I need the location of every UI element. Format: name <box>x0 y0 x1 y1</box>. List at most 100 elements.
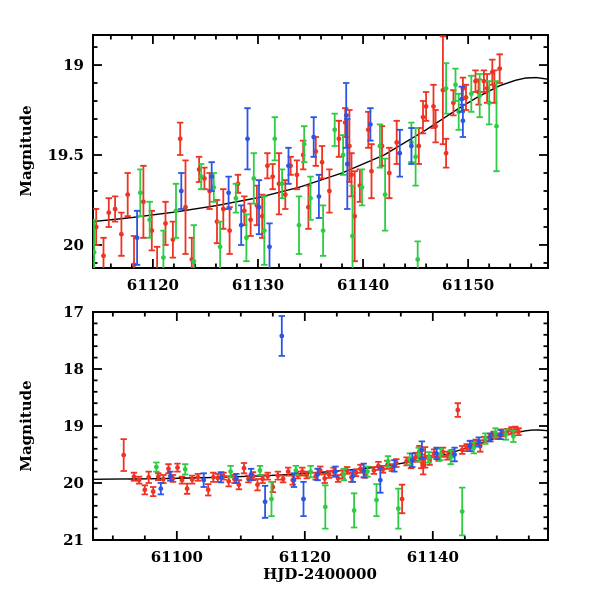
data-point <box>386 170 392 176</box>
data-point <box>182 466 188 472</box>
data-point <box>394 140 400 145</box>
data-point <box>468 91 474 97</box>
data-point <box>279 333 285 339</box>
data-point <box>413 154 418 160</box>
data-point <box>256 204 262 210</box>
data-area <box>93 315 548 537</box>
data-point <box>131 474 137 480</box>
data-point <box>301 496 306 502</box>
data-point <box>397 150 403 156</box>
data-point <box>416 452 422 457</box>
data-point <box>459 96 465 102</box>
data-point <box>369 168 374 174</box>
data-point <box>341 472 347 477</box>
data-point <box>416 143 422 149</box>
data-point <box>220 206 226 212</box>
data-point <box>371 468 377 473</box>
data-point <box>178 188 184 194</box>
data-point <box>409 143 414 149</box>
data-point <box>459 447 465 453</box>
x-tick-label: 61150 <box>442 276 494 294</box>
data-point <box>260 476 265 482</box>
data-point <box>189 477 195 482</box>
y-tick-label: 19.5 <box>47 146 84 164</box>
data-point <box>503 432 509 437</box>
data-point <box>306 204 311 210</box>
x-tick-label: 61120 <box>279 548 331 566</box>
axis-ticks <box>93 311 548 541</box>
data-point <box>374 497 379 503</box>
data-point <box>261 228 267 234</box>
data-point <box>484 86 490 91</box>
data-point <box>241 208 247 214</box>
data-point <box>350 473 356 479</box>
series-green <box>93 62 500 268</box>
data-point <box>161 476 166 482</box>
data-point <box>291 477 297 483</box>
data-point <box>217 244 223 250</box>
data-point <box>112 206 118 212</box>
data-point <box>106 210 112 216</box>
data-point <box>156 267 159 268</box>
x-tick-label: 61130 <box>232 276 284 294</box>
data-point <box>147 217 153 223</box>
data-point <box>285 469 291 474</box>
axes-frame <box>92 311 549 541</box>
data-point <box>209 174 215 180</box>
data-point <box>155 474 161 480</box>
data-point <box>315 472 320 477</box>
data-point <box>272 136 278 142</box>
data-point <box>265 163 270 169</box>
data-point <box>154 464 159 470</box>
data-point <box>270 174 276 180</box>
data-point <box>489 69 495 75</box>
data-point <box>349 172 354 178</box>
data-point <box>322 476 328 481</box>
data-point <box>326 472 332 477</box>
data-point <box>198 174 204 180</box>
data-point <box>233 476 239 481</box>
data-point <box>494 123 499 129</box>
series-green <box>153 427 517 537</box>
data-point <box>482 436 488 441</box>
data-point <box>146 474 152 480</box>
data-point <box>395 506 401 511</box>
data-point <box>488 435 493 440</box>
error-bars-green <box>153 427 517 537</box>
data-point <box>385 458 391 464</box>
data-point <box>431 104 436 109</box>
data-point <box>244 235 249 241</box>
data-point <box>179 477 185 483</box>
tick-labels: 61100 61120 61140 17 18 19 20 21 <box>63 303 459 566</box>
data-point <box>308 195 313 201</box>
y-tick-label: 18 <box>63 360 84 378</box>
data-point <box>409 457 415 463</box>
data-point <box>353 470 359 476</box>
data-point <box>333 469 338 474</box>
data-point <box>226 478 232 484</box>
data-point <box>286 163 291 169</box>
data-point <box>419 447 425 453</box>
data-point <box>248 217 254 223</box>
data-point <box>136 477 142 483</box>
data-point <box>308 469 313 474</box>
data-point <box>218 474 224 480</box>
data-point <box>119 231 124 237</box>
data-point <box>477 93 483 98</box>
data-point <box>267 244 272 250</box>
data-point <box>327 188 332 194</box>
data-point <box>265 473 271 479</box>
data-area <box>93 35 548 268</box>
data-point <box>301 141 307 147</box>
data-point <box>459 509 465 514</box>
data-point <box>177 136 183 142</box>
data-point <box>121 452 127 458</box>
data-point <box>248 472 254 477</box>
top-panel: 61120 61130 61140 61150 19 19.5 20 <box>47 34 549 294</box>
data-point <box>226 190 232 196</box>
y-tick-label: 19 <box>63 417 84 435</box>
data-point <box>426 455 432 460</box>
data-point <box>344 161 350 167</box>
